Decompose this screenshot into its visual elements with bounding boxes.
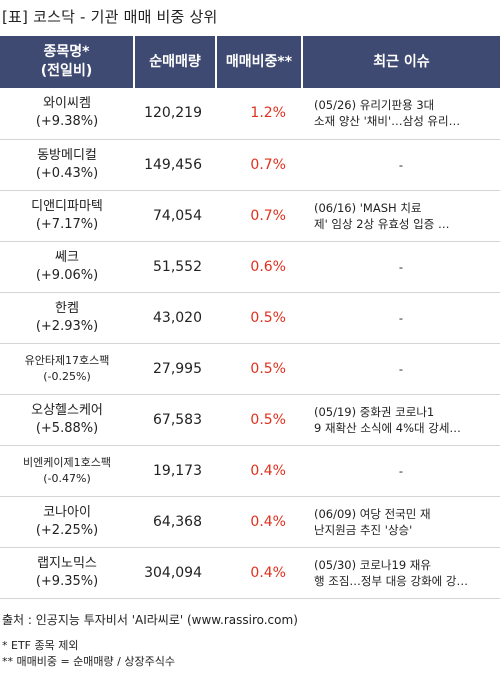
stock-name-cell: 동방메디컬 (+0.43%) bbox=[0, 139, 134, 191]
net-volume: 149,456 bbox=[134, 139, 216, 191]
stock-name: 디앤디파마텍 bbox=[31, 198, 103, 214]
recent-issue: (06/09) 여당 전국민 재 난지원금 추진 '상승' bbox=[302, 496, 500, 548]
issue-line1: (05/26) 유리기판용 3대 bbox=[314, 98, 435, 113]
trade-ratio: 1.2% bbox=[216, 88, 302, 140]
footnote-ratio: ** 매매비중 = 순매매량 / 상장주식수 bbox=[2, 655, 175, 668]
stock-change: (+2.25%) bbox=[35, 522, 99, 538]
trade-ratio: 0.7% bbox=[216, 190, 302, 242]
stock-change: (-0.25%) bbox=[43, 369, 91, 383]
issue-line2: 행 조짐…정부 대응 강화에 강… bbox=[314, 573, 469, 588]
issue-line1: (06/16) 'MASH 치료 bbox=[314, 200, 422, 215]
trade-ratio: 0.7% bbox=[216, 139, 302, 191]
issue-line1: (05/30) 코로나19 재유 bbox=[314, 557, 431, 572]
stock-name: 랩지노믹스 bbox=[37, 555, 97, 571]
recent-issue: (06/16) 'MASH 치료 제' 임상 2상 유효성 입증 … bbox=[302, 190, 500, 242]
net-volume: 27,995 bbox=[134, 343, 216, 395]
trade-ratio: 0.5% bbox=[216, 343, 302, 395]
stock-change: (-0.47%) bbox=[43, 471, 91, 485]
recent-issue: - bbox=[302, 343, 500, 395]
stock-change: (+2.93%) bbox=[35, 318, 99, 334]
recent-issue: - bbox=[302, 445, 500, 497]
trading-table: 종목명* (전일비) 순매매량 매매비중** 최근 이슈 와이씨켐 (+9.38… bbox=[0, 36, 500, 599]
header-issue: 최근 이슈 bbox=[302, 36, 500, 88]
net-volume: 64,368 bbox=[134, 496, 216, 548]
stock-name: 와이씨켐 bbox=[43, 96, 91, 112]
stock-change: (+9.06%) bbox=[35, 267, 99, 283]
stock-name: 비엔케이제1호스팩 bbox=[23, 455, 111, 469]
table-row: 디앤디파마텍 (+7.17%) 74,054 0.7% (06/16) 'MAS… bbox=[0, 190, 500, 242]
stock-change: (+7.17%) bbox=[35, 216, 99, 232]
table-row: 랩지노믹스 (+9.35%) 304,094 0.4% (05/30) 코로나1… bbox=[0, 547, 500, 599]
trade-ratio: 0.5% bbox=[216, 292, 302, 344]
table-header-row: 종목명* (전일비) 순매매량 매매비중** 최근 이슈 bbox=[0, 36, 500, 88]
trade-ratio: 0.5% bbox=[216, 394, 302, 446]
page-title: [표] 코스닥 - 기관 매매 비중 상위 bbox=[2, 8, 218, 26]
table-row: 오상헬스케어 (+5.88%) 67,583 0.5% (05/19) 중화권 … bbox=[0, 394, 500, 446]
stock-name-cell: 와이씨켐 (+9.38%) bbox=[0, 88, 134, 140]
table-row: 유안타제17호스팩 (-0.25%) 27,995 0.5% - bbox=[0, 343, 500, 395]
trade-ratio: 0.4% bbox=[216, 445, 302, 497]
stock-change: (+5.88%) bbox=[35, 420, 99, 436]
stock-name: 한켐 bbox=[55, 300, 79, 316]
stock-name-cell: 한켐 (+2.93%) bbox=[0, 292, 134, 344]
stock-name: 코나아이 bbox=[43, 504, 91, 520]
issue-line1: (05/19) 중화권 코로나1 bbox=[314, 404, 435, 419]
header-ratio: 매매비중** bbox=[216, 36, 303, 88]
trade-ratio: 0.4% bbox=[216, 547, 302, 599]
recent-issue: - bbox=[302, 139, 500, 191]
source-note: 출처 : 인공지능 투자비서 'AI라씨로' (www.rassiro.com) bbox=[2, 613, 298, 627]
recent-issue: (05/30) 코로나19 재유 행 조짐…정부 대응 강화에 강… bbox=[302, 547, 500, 599]
table-row: 동방메디컬 (+0.43%) 149,456 0.7% - bbox=[0, 139, 500, 191]
stock-name-cell: 코나아이 (+2.25%) bbox=[0, 496, 134, 548]
stock-name: 쎄크 bbox=[55, 249, 79, 265]
stock-name-cell: 디앤디파마텍 (+7.17%) bbox=[0, 190, 134, 242]
stock-name-cell: 쎄크 (+9.06%) bbox=[0, 241, 134, 293]
trade-ratio: 0.4% bbox=[216, 496, 302, 548]
footnote-etf: * ETF 종목 제외 bbox=[2, 639, 79, 652]
stock-name: 오상헬스케어 bbox=[31, 402, 103, 418]
stock-change: (+9.38%) bbox=[35, 114, 99, 130]
table-row: 쎄크 (+9.06%) 51,552 0.6% - bbox=[0, 241, 500, 293]
net-volume: 304,094 bbox=[134, 547, 216, 599]
net-volume: 19,173 bbox=[134, 445, 216, 497]
stock-name: 동방메디컬 bbox=[37, 147, 97, 163]
issue-line2: 소재 양산 '채비'…삼성 유리… bbox=[314, 114, 461, 129]
stock-change: (+9.35%) bbox=[35, 573, 99, 589]
table-row: 와이씨켐 (+9.38%) 120,219 1.2% (05/26) 유리기판용… bbox=[0, 88, 500, 140]
issue-line2: 난지원금 추진 '상승' bbox=[314, 522, 413, 537]
stock-name-cell: 유안타제17호스팩 (-0.25%) bbox=[0, 343, 134, 395]
header-name-line2: (전일비) bbox=[40, 63, 93, 79]
issue-line2: 제' 임상 2상 유효성 입증 … bbox=[314, 216, 450, 231]
header-name: 종목명* (전일비) bbox=[0, 36, 135, 88]
trade-ratio: 0.6% bbox=[216, 241, 302, 293]
table-row: 코나아이 (+2.25%) 64,368 0.4% (06/09) 여당 전국민… bbox=[0, 496, 500, 548]
header-qty: 순매매량 bbox=[134, 36, 217, 88]
stock-name-cell: 비엔케이제1호스팩 (-0.47%) bbox=[0, 445, 134, 497]
stock-name-cell: 랩지노믹스 (+9.35%) bbox=[0, 547, 134, 599]
issue-line1: (06/09) 여당 전국민 재 bbox=[314, 506, 431, 521]
issue-line2: 9 재확산 소식에 4%대 강세… bbox=[314, 420, 461, 435]
table-row: 비엔케이제1호스팩 (-0.47%) 19,173 0.4% - bbox=[0, 445, 500, 497]
net-volume: 74,054 bbox=[134, 190, 216, 242]
stock-name-cell: 오상헬스케어 (+5.88%) bbox=[0, 394, 134, 446]
stock-name: 유안타제17호스팩 bbox=[24, 353, 110, 367]
recent-issue: (05/26) 유리기판용 3대 소재 양산 '채비'…삼성 유리… bbox=[302, 88, 500, 140]
net-volume: 51,552 bbox=[134, 241, 216, 293]
net-volume: 67,583 bbox=[134, 394, 216, 446]
stock-change: (+0.43%) bbox=[35, 165, 99, 181]
recent-issue: - bbox=[302, 241, 500, 293]
net-volume: 43,020 bbox=[134, 292, 216, 344]
net-volume: 120,219 bbox=[134, 88, 216, 140]
table-row: 한켐 (+2.93%) 43,020 0.5% - bbox=[0, 292, 500, 344]
header-name-line1: 종목명* bbox=[43, 44, 90, 60]
recent-issue: - bbox=[302, 292, 500, 344]
recent-issue: (05/19) 중화권 코로나1 9 재확산 소식에 4%대 강세… bbox=[302, 394, 500, 446]
